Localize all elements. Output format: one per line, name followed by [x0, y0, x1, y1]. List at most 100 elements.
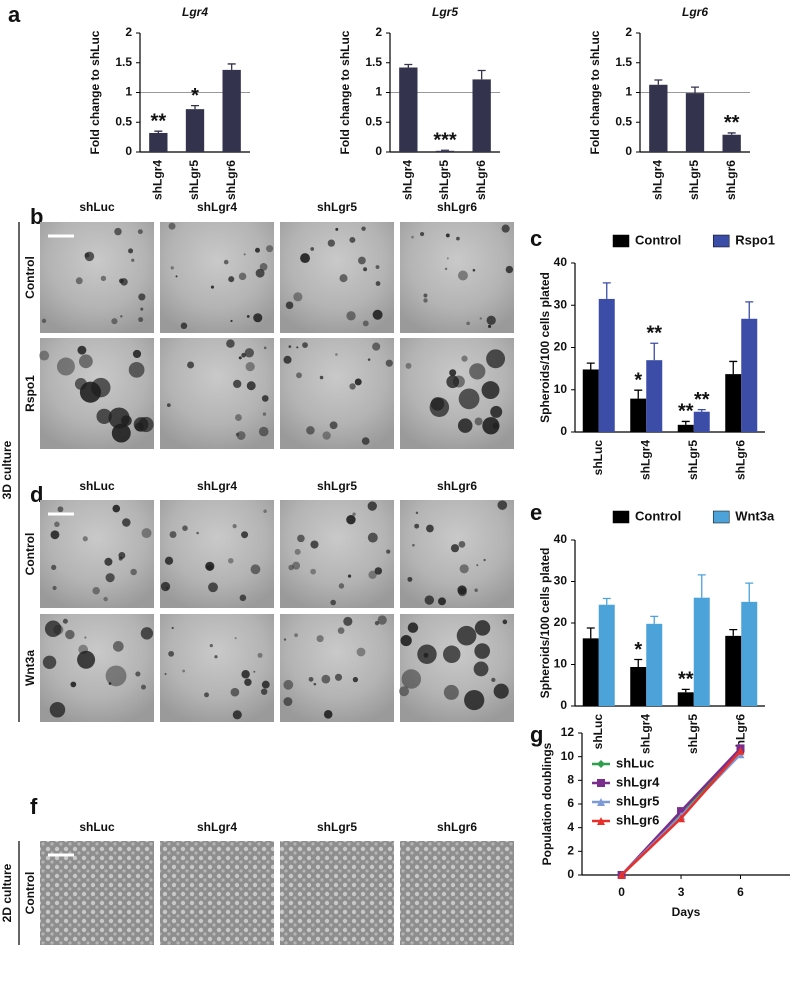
y-tick-label: 10	[554, 382, 568, 396]
spheroid	[118, 552, 126, 559]
spheroid	[472, 268, 476, 272]
spheroid	[361, 437, 370, 445]
marker	[677, 814, 686, 823]
spheroid	[457, 418, 473, 433]
micrograph	[400, 222, 514, 333]
bar	[149, 132, 168, 152]
bar	[630, 398, 647, 432]
bar	[582, 638, 599, 706]
spheroid	[261, 395, 269, 402]
error-bar	[729, 628, 738, 636]
image-background	[400, 500, 514, 608]
spheroid	[419, 231, 425, 237]
spheroid	[141, 528, 152, 539]
image-background	[280, 338, 394, 449]
spheroid	[232, 710, 242, 720]
spheroid	[405, 362, 412, 369]
spheroid	[250, 564, 261, 575]
spheroid	[424, 595, 435, 605]
bar	[722, 134, 741, 152]
spheroid	[456, 236, 460, 241]
spheroid	[479, 317, 482, 320]
spheroid	[104, 557, 113, 566]
spheroid	[483, 558, 486, 562]
x-tick-label: shLgr6	[474, 160, 488, 200]
marker	[736, 746, 745, 755]
column-label: shLuc	[79, 820, 115, 834]
y-tick-label: 4	[567, 820, 574, 834]
spheroid	[491, 677, 496, 683]
legend-marker	[597, 798, 605, 806]
y-tick-label: 1	[375, 85, 382, 99]
significance-label: *	[191, 85, 199, 107]
spheroid	[456, 625, 477, 646]
bar	[693, 597, 710, 706]
bar	[582, 369, 599, 432]
spheroid	[283, 355, 292, 364]
bar	[472, 79, 491, 152]
spheroid	[375, 265, 380, 269]
panel-letter: e	[530, 500, 542, 525]
legend-swatch	[712, 234, 730, 248]
column-label: shLgr6	[437, 820, 477, 834]
image-background	[40, 500, 154, 608]
spheroid	[39, 350, 50, 361]
spheroid	[103, 596, 108, 602]
spheroid	[205, 565, 209, 569]
legend-label: Control	[635, 232, 681, 247]
y-tick-label: 10	[561, 749, 575, 763]
x-tick-label: shLgr6	[724, 160, 738, 200]
error-bar	[154, 130, 163, 133]
y-tick-label: 1	[125, 85, 132, 99]
spheroid	[459, 564, 469, 574]
spheroid	[50, 530, 60, 540]
error-bar	[745, 582, 754, 602]
x-tick-label: shLuc	[591, 440, 605, 476]
side-label: 2D culture	[0, 863, 14, 922]
micrograph	[39, 338, 154, 449]
spheroid	[458, 541, 466, 548]
x-tick-label: shLgr4	[638, 440, 652, 480]
spheroid	[337, 627, 345, 634]
spheroid	[108, 407, 130, 429]
chart-title: Lgr5	[432, 5, 458, 19]
spheroid	[164, 556, 174, 565]
spheroid	[82, 536, 88, 542]
spheroid	[238, 356, 242, 360]
spheroid	[77, 650, 96, 669]
significance-label: **	[646, 323, 662, 345]
spheroid	[310, 247, 315, 251]
spheroid	[458, 388, 480, 410]
spheroid	[417, 644, 437, 664]
bar	[399, 67, 418, 152]
image-background	[280, 841, 394, 945]
error-bar	[650, 615, 659, 624]
spheroid	[258, 426, 269, 437]
spheroid	[338, 583, 345, 589]
spheroid	[62, 618, 68, 624]
spheroid	[349, 383, 356, 390]
y-axis-label: Fold change to shLuc	[338, 30, 352, 154]
micrograph	[160, 841, 274, 945]
spheroid	[168, 650, 175, 657]
image-background	[160, 614, 274, 722]
spheroid	[51, 564, 57, 571]
spheroid	[111, 318, 118, 325]
spheroid	[367, 532, 378, 543]
spheroid	[334, 673, 343, 681]
spheroid	[166, 403, 171, 408]
spheroid	[302, 342, 308, 348]
spheroid	[308, 676, 314, 682]
spheroid	[461, 355, 468, 362]
y-axis-label: Spheroids/100 cells plated	[538, 272, 552, 423]
micrograph	[40, 222, 154, 333]
spheroid	[445, 233, 450, 238]
spheroid	[443, 684, 459, 700]
spheroid	[253, 313, 263, 323]
spheroid	[255, 268, 265, 278]
spheroid	[84, 252, 90, 258]
spheroid	[319, 375, 324, 380]
x-tick-label: shLgr5	[687, 160, 701, 200]
y-tick-label: 0	[125, 144, 132, 158]
